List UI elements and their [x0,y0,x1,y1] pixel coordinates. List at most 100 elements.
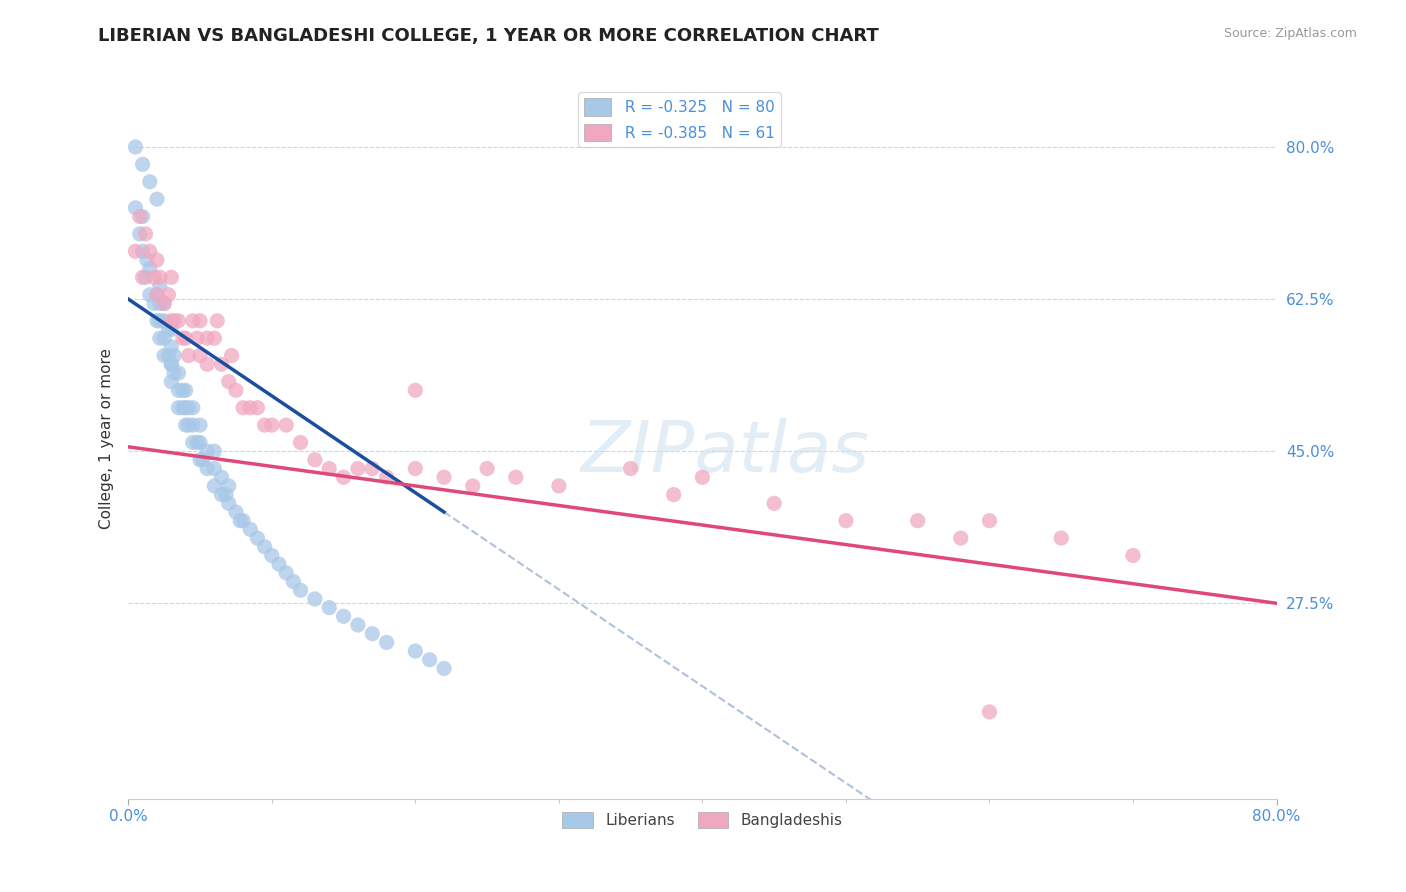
Point [195,461,218,475]
Point [1050,531,1073,545]
Point [246,401,269,415]
Point [225,384,247,398]
Point [979,514,1001,528]
Point [218,496,240,510]
Point [347,461,370,475]
Point [207,314,229,328]
Point [157,287,180,301]
Point [146,287,169,301]
Point [131,210,153,224]
Point [332,470,354,484]
Point [211,488,233,502]
Point [186,331,208,345]
Text: ZIPatlas: ZIPatlas [581,418,870,487]
Point [202,444,225,458]
Point [124,201,146,215]
Point [433,470,456,484]
Point [149,279,172,293]
Legend: Liberians, Bangladeshis: Liberians, Bangladeshis [557,806,849,835]
Text: Source: ZipAtlas.com: Source: ZipAtlas.com [1223,27,1357,40]
Point [131,244,153,259]
Point [188,349,211,363]
Point [253,540,276,554]
Point [160,314,183,328]
Point [404,384,426,398]
Point [375,635,398,649]
Point [229,514,252,528]
Point [361,461,384,475]
Point [979,705,1001,719]
Point [124,140,146,154]
Point [174,331,197,345]
Point [949,531,972,545]
Point [146,252,169,267]
Point [404,644,426,658]
Point [221,349,243,363]
Point [692,470,714,484]
Point [195,331,218,345]
Point [157,322,180,336]
Point [404,461,426,475]
Point [139,244,162,259]
Point [304,591,326,606]
Point [160,340,183,354]
Point [246,531,269,545]
Point [215,488,238,502]
Point [505,470,527,484]
Point [763,496,786,510]
Point [620,461,643,475]
Point [124,244,146,259]
Point [149,314,172,328]
Y-axis label: College, 1 year or more: College, 1 year or more [100,348,114,529]
Point [174,418,197,433]
Point [177,349,200,363]
Point [253,418,276,433]
Point [139,175,162,189]
Point [153,314,176,328]
Point [218,479,240,493]
Text: LIBERIAN VS BANGLADESHI COLLEGE, 1 YEAR OR MORE CORRELATION CHART: LIBERIAN VS BANGLADESHI COLLEGE, 1 YEAR … [98,27,879,45]
Point [149,296,172,310]
Point [283,574,305,589]
Point [276,418,298,433]
Point [153,296,176,310]
Point [332,609,354,624]
Point [157,349,180,363]
Point [907,514,929,528]
Point [128,210,150,224]
Point [174,384,197,398]
Point [202,461,225,475]
Point [195,444,218,458]
Point [134,227,156,241]
Point [153,349,176,363]
Point [225,505,247,519]
Point [181,401,204,415]
Point [188,314,211,328]
Point [1122,549,1144,563]
Point [318,461,340,475]
Point [662,488,685,502]
Point [239,401,262,415]
Point [131,270,153,285]
Point [146,192,169,206]
Point [167,314,190,328]
Point [218,375,240,389]
Point [163,314,186,328]
Point [419,653,441,667]
Point [461,479,484,493]
Point [172,401,194,415]
Point [131,157,153,171]
Point [260,418,283,433]
Point [139,261,162,276]
Point [143,270,166,285]
Point [188,418,211,433]
Point [181,435,204,450]
Point [153,296,176,310]
Point [177,401,200,415]
Point [232,514,254,528]
Point [475,461,498,475]
Point [163,349,186,363]
Point [195,357,218,371]
Point [177,418,200,433]
Point [181,314,204,328]
